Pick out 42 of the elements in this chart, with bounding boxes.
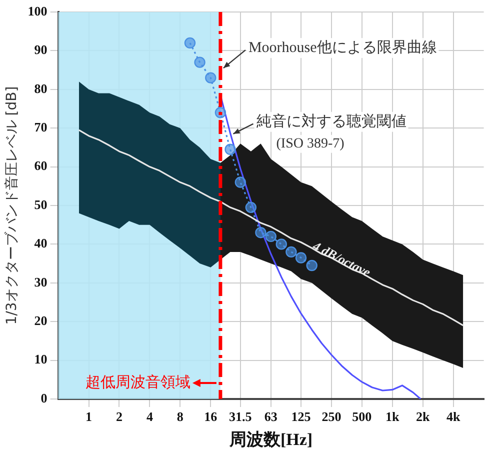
- x-tick-label: 500: [352, 409, 372, 424]
- annotation: Moorhouse他による限界曲線: [248, 38, 437, 56]
- x-tick-label: 250: [322, 409, 342, 424]
- point: [265, 230, 276, 242]
- x-tick-label: 4: [146, 409, 154, 424]
- point: [194, 56, 206, 68]
- y-tick-label: 10: [34, 352, 48, 367]
- y-tick-label: 50: [34, 196, 48, 212]
- annotation: (ISO 389-7): [276, 136, 345, 152]
- annotation: 純音に対する聴覚閾値: [256, 112, 406, 130]
- point: [286, 246, 297, 258]
- point: [295, 252, 307, 264]
- band-label: 超低周波音領域: [85, 372, 190, 391]
- y-axis-title: 1/3オクターブバンド音圧レベル [dB]: [4, 86, 20, 325]
- x-tick-label: 125: [291, 409, 312, 424]
- y-tick-label: 40: [34, 236, 48, 251]
- y-tick-label: 70: [34, 119, 48, 134]
- y-tick-label: 100: [28, 3, 48, 18]
- x-tick-label: 1: [86, 409, 92, 424]
- point: [205, 72, 216, 84]
- y-tick-label: 80: [34, 80, 48, 96]
- x-tick-label: 8: [176, 409, 184, 424]
- point: [255, 226, 266, 238]
- x-tick-label: 2k: [416, 409, 430, 424]
- point: [276, 238, 287, 250]
- x-tick-label: 4k: [446, 409, 461, 424]
- point: [245, 202, 257, 214]
- point: [234, 176, 246, 188]
- point: [306, 260, 318, 272]
- point: [224, 144, 236, 155]
- x-tick-label: 63: [264, 409, 278, 424]
- point: [184, 37, 196, 49]
- y-tick-label: 90: [34, 42, 48, 58]
- y-tick-label: 60: [34, 158, 48, 174]
- x-axis-title: 周波数[Hz]: [228, 430, 313, 450]
- y-tick-label: 0: [40, 390, 48, 406]
- y-tick-label: 20: [34, 312, 48, 328]
- y-tick-label: 30: [34, 274, 48, 290]
- x-tick-label: 1k: [386, 409, 400, 424]
- x-tick-label: 2: [116, 409, 122, 424]
- x-tick-label: 16: [204, 409, 218, 424]
- x-tick-label: 31.5: [229, 409, 252, 424]
